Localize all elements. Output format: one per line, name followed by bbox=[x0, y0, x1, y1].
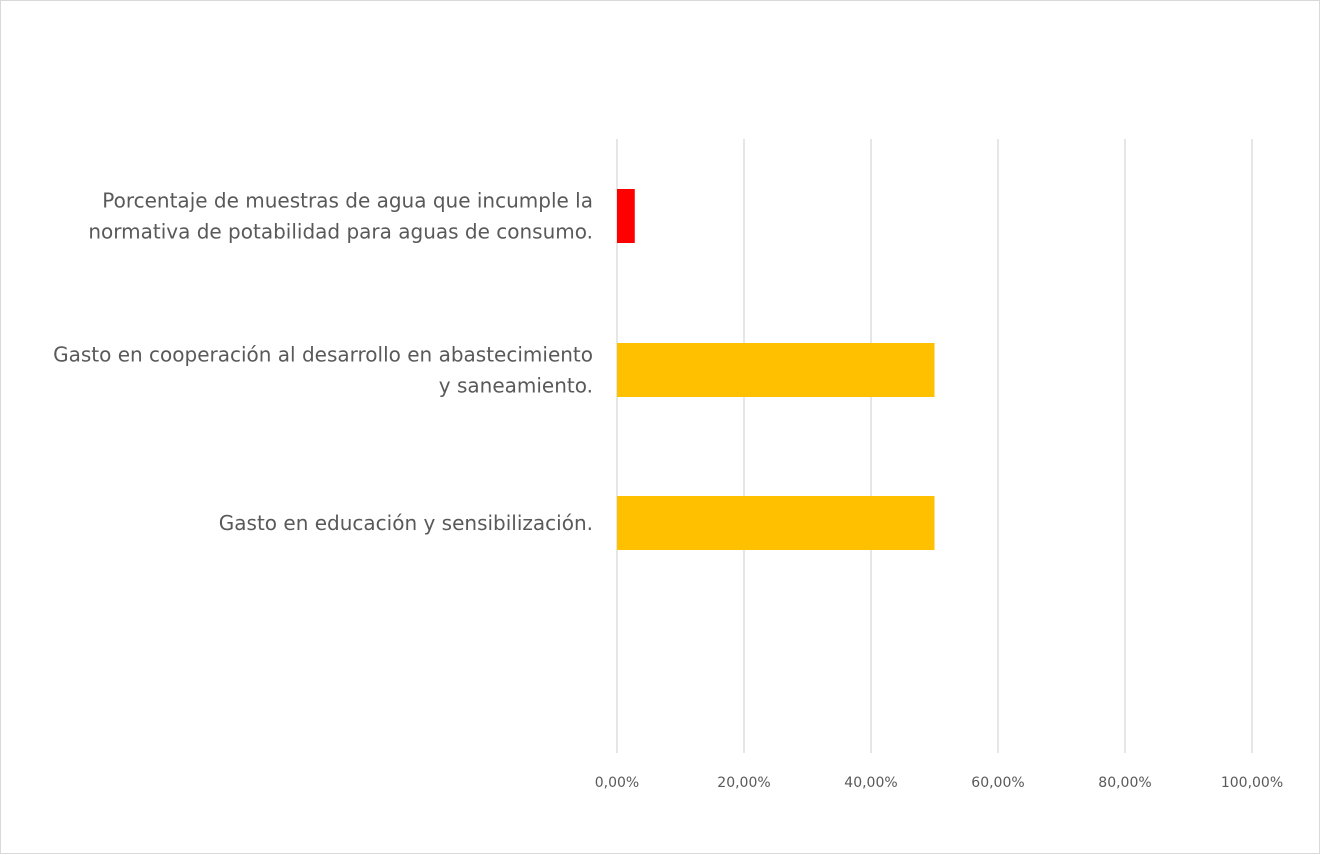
category-label-2-0: Gasto en educación y sensibilización. bbox=[219, 511, 593, 535]
x-tick-label-4: 80,00% bbox=[1098, 775, 1151, 791]
x-tick-label-1: 20,00% bbox=[717, 775, 770, 791]
x-tick-label-3: 60,00% bbox=[971, 775, 1024, 791]
category-label-0-1: normativa de potabilidad para aguas de c… bbox=[88, 220, 593, 244]
x-tick-label-0: 0,00% bbox=[595, 775, 639, 791]
bar-2 bbox=[617, 496, 935, 550]
bar-0 bbox=[617, 189, 635, 243]
bar-1 bbox=[617, 343, 935, 397]
category-label-1-0: Gasto en cooperación al desarrollo en ab… bbox=[53, 343, 593, 367]
category-label-1-1: y saneamiento. bbox=[439, 374, 593, 398]
x-tick-label-5: 100,00% bbox=[1221, 775, 1283, 791]
category-label-0-0: Porcentaje de muestras de agua que incum… bbox=[102, 189, 593, 213]
x-tick-label-2: 40,00% bbox=[844, 775, 897, 791]
